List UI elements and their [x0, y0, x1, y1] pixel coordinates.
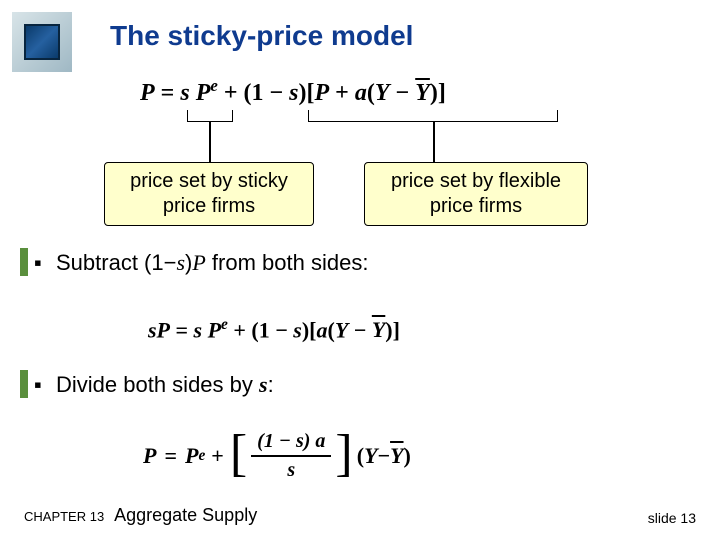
logo-inner-square — [24, 24, 60, 60]
callout-right-text: price set by flexible price firms — [391, 170, 561, 217]
sidebar-accent-2 — [20, 370, 28, 398]
pointer-left — [209, 122, 211, 162]
sidebar-accent-1 — [20, 248, 28, 276]
step-1-text: Subtract (1−s)P from both sides: — [56, 250, 368, 276]
bracket-left — [187, 110, 233, 122]
chapter-title: Aggregate Supply — [114, 505, 257, 525]
slide-number: slide 13 — [648, 510, 696, 526]
equation-3-fraction: (1 − s) a s — [251, 430, 331, 482]
bullet-1: ▪ — [34, 250, 42, 276]
callout-left-text: price set by sticky price firms — [130, 170, 288, 217]
callout-flexible-firms: price set by flexible price firms — [364, 162, 588, 226]
chapter-label: CHAPTER 13 — [24, 509, 104, 524]
bracket-right — [308, 110, 558, 122]
logo — [12, 12, 72, 72]
page-title: The sticky-price model — [110, 20, 413, 52]
footer-left: CHAPTER 13 Aggregate Supply — [24, 505, 257, 526]
pointer-right — [433, 122, 435, 162]
step-2-text: Divide both sides by s: — [56, 372, 274, 398]
equation-2: sP = s Pe + (1 − s)[a(Y − Y)] — [148, 316, 400, 343]
bullet-2: ▪ — [34, 372, 42, 398]
equation-3: P = Pe + [ (1 − s) a s ] (Y − Y) — [143, 430, 411, 482]
callout-sticky-firms: price set by sticky price firms — [104, 162, 314, 226]
equation-1: P = s Pe + (1 − s)[P + a(Y − Y)] — [140, 76, 446, 107]
